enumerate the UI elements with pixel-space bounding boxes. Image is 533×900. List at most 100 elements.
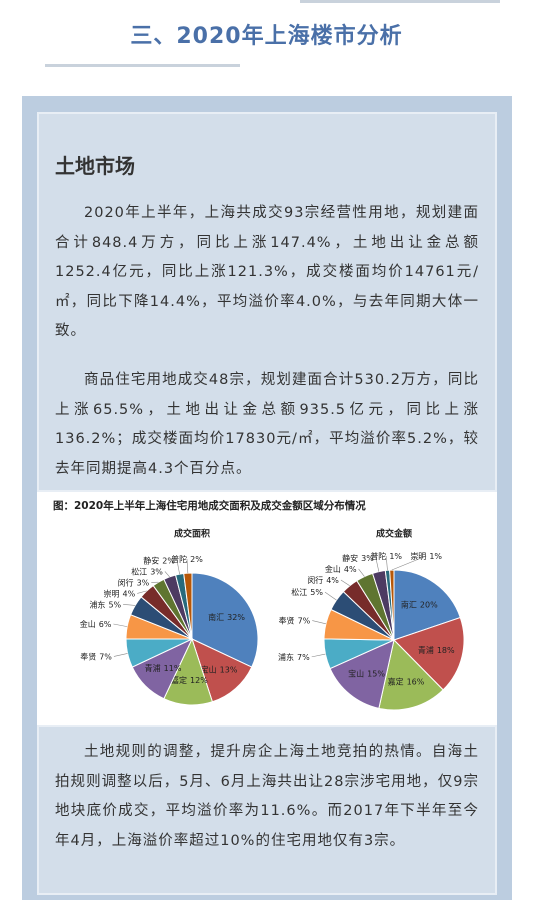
slice-value: 2% bbox=[190, 555, 203, 564]
decor-line bbox=[45, 64, 240, 67]
slice-label: 南汇 20% bbox=[401, 599, 438, 609]
slice-label: 奉贤 7% bbox=[279, 615, 311, 625]
slice-value: 1% bbox=[389, 552, 402, 561]
slice-label: 宝山 13% bbox=[201, 664, 238, 674]
slice-category: 静安 bbox=[143, 555, 159, 565]
leader-line bbox=[137, 590, 147, 594]
chart-title: 成交面积 bbox=[174, 528, 210, 540]
slice-category: 宝山 bbox=[348, 668, 364, 678]
slice-label: 嘉定 12% bbox=[171, 674, 208, 684]
slice-label: 浦东 5% bbox=[89, 599, 121, 609]
slice-category: 青浦 bbox=[145, 662, 161, 672]
leader-line bbox=[186, 558, 189, 574]
figure: 图：2020年上半年上海住宅用地成交面积及成交金额区域分布情况 成交面积南汇 32… bbox=[37, 492, 497, 725]
figure-caption: 图：2020年上半年上海住宅用地成交面积及成交金额区域分布情况 bbox=[53, 500, 366, 512]
section-title: 土地市场 bbox=[55, 154, 135, 178]
slice-label: 嘉定 16% bbox=[388, 676, 425, 686]
slice-label: 崇明 1% bbox=[410, 552, 442, 561]
slice-label: 崇明 4% bbox=[104, 589, 136, 598]
slice-category: 静安 bbox=[342, 552, 358, 562]
slice-category: 松江 bbox=[291, 587, 307, 597]
slice-label: 浦东 7% bbox=[278, 651, 310, 661]
slice-value: 4% bbox=[326, 575, 339, 584]
slice-value: 5% bbox=[310, 588, 323, 597]
leader-line bbox=[311, 653, 326, 658]
slice-value: 13% bbox=[220, 665, 238, 674]
slice-label: 闵行 4% bbox=[307, 574, 339, 584]
pie-slice bbox=[393, 569, 461, 641]
slice-category: 嘉定 bbox=[388, 676, 404, 686]
slice-category: 崇明 bbox=[410, 552, 426, 561]
slice-value: 6% bbox=[99, 620, 112, 629]
slice-label: 金山 6% bbox=[80, 619, 112, 629]
paragraph: 土地规则的调整，提升房企上海土地竞拍的热情。自海土拍规则调整以后，5月、6月上海… bbox=[55, 744, 479, 849]
slice-label: 松江 5% bbox=[291, 587, 323, 597]
slice-category: 奉贤 bbox=[279, 615, 295, 625]
slice-value: 1% bbox=[429, 552, 442, 561]
leader-line bbox=[385, 555, 388, 571]
slice-value: 4% bbox=[344, 564, 357, 573]
slice-category: 普陀 bbox=[370, 551, 386, 561]
pie-slice bbox=[183, 572, 193, 640]
slice-label: 金山 4% bbox=[325, 563, 357, 573]
slice-category: 浦东 bbox=[278, 651, 294, 661]
slice-category: 松江 bbox=[131, 566, 147, 576]
text-box bbox=[37, 725, 497, 895]
leader-line bbox=[375, 557, 380, 572]
leader-line bbox=[312, 620, 326, 625]
pie-slice bbox=[389, 569, 395, 641]
slice-category: 金山 bbox=[80, 619, 96, 629]
slice-category: 南汇 bbox=[208, 612, 224, 622]
slice-value: 12% bbox=[190, 675, 208, 684]
slice-value: 7% bbox=[298, 616, 311, 625]
slice-value: 3% bbox=[150, 567, 163, 576]
slice-label: 普陀 1% bbox=[370, 551, 402, 561]
slice-category: 崇明 bbox=[104, 589, 120, 598]
slice-label: 青浦 18% bbox=[418, 645, 455, 655]
slice-label: 青浦 11% bbox=[145, 662, 182, 672]
leader-line bbox=[113, 623, 128, 627]
slice-value: 4% bbox=[123, 589, 136, 598]
slice-category: 奉贤 bbox=[80, 651, 96, 661]
pie-slice bbox=[393, 616, 465, 691]
page-title: 三、2020年上海楼市分析 bbox=[130, 24, 403, 49]
leader-line bbox=[340, 579, 350, 587]
slice-label: 奉贤 7% bbox=[80, 651, 112, 661]
slice-category: 青浦 bbox=[418, 645, 434, 655]
leader-line bbox=[123, 604, 136, 606]
chart-title: 成交金额 bbox=[376, 528, 412, 540]
slice-category: 闵行 bbox=[307, 574, 323, 584]
paragraph: 商品住宅用地成交48宗，规划建面合计530.2万方，同比上涨65.5%，土地出让… bbox=[55, 372, 479, 477]
slice-value: 5% bbox=[108, 600, 121, 609]
slice-label: 静安 3% bbox=[342, 552, 374, 562]
slice-value: 2% bbox=[162, 556, 175, 565]
slice-label: 普陀 2% bbox=[171, 554, 203, 564]
leader-line bbox=[358, 568, 365, 577]
slice-label: 静安 2% bbox=[143, 555, 175, 565]
decor-line bbox=[300, 0, 500, 3]
slice-value: 32% bbox=[227, 613, 245, 622]
pie-slice bbox=[191, 572, 259, 668]
slice-value: 15% bbox=[367, 669, 385, 678]
pie-slice bbox=[378, 638, 444, 711]
slice-value: 20% bbox=[420, 600, 438, 609]
slice-category: 浦东 bbox=[89, 599, 105, 609]
slice-label: 松江 3% bbox=[131, 566, 163, 576]
leader-line bbox=[113, 653, 128, 657]
text-box bbox=[37, 112, 497, 492]
slice-label: 宝山 15% bbox=[348, 668, 385, 678]
slice-value: 11% bbox=[164, 663, 182, 672]
pie-slice bbox=[329, 639, 395, 709]
leader-line bbox=[164, 571, 170, 578]
slice-value: 7% bbox=[297, 652, 310, 661]
slice-value: 16% bbox=[407, 677, 425, 686]
slice-category: 宝山 bbox=[201, 664, 217, 674]
leader-line bbox=[391, 555, 427, 571]
leader-line bbox=[324, 591, 337, 601]
slice-label: 闵行 3% bbox=[118, 577, 150, 587]
paragraph: 2020年上半年，上海共成交93宗经营性用地，规划建面合计848.4万方，同比上… bbox=[55, 205, 479, 339]
slice-category: 嘉定 bbox=[171, 674, 187, 684]
slice-value: 3% bbox=[361, 553, 374, 562]
